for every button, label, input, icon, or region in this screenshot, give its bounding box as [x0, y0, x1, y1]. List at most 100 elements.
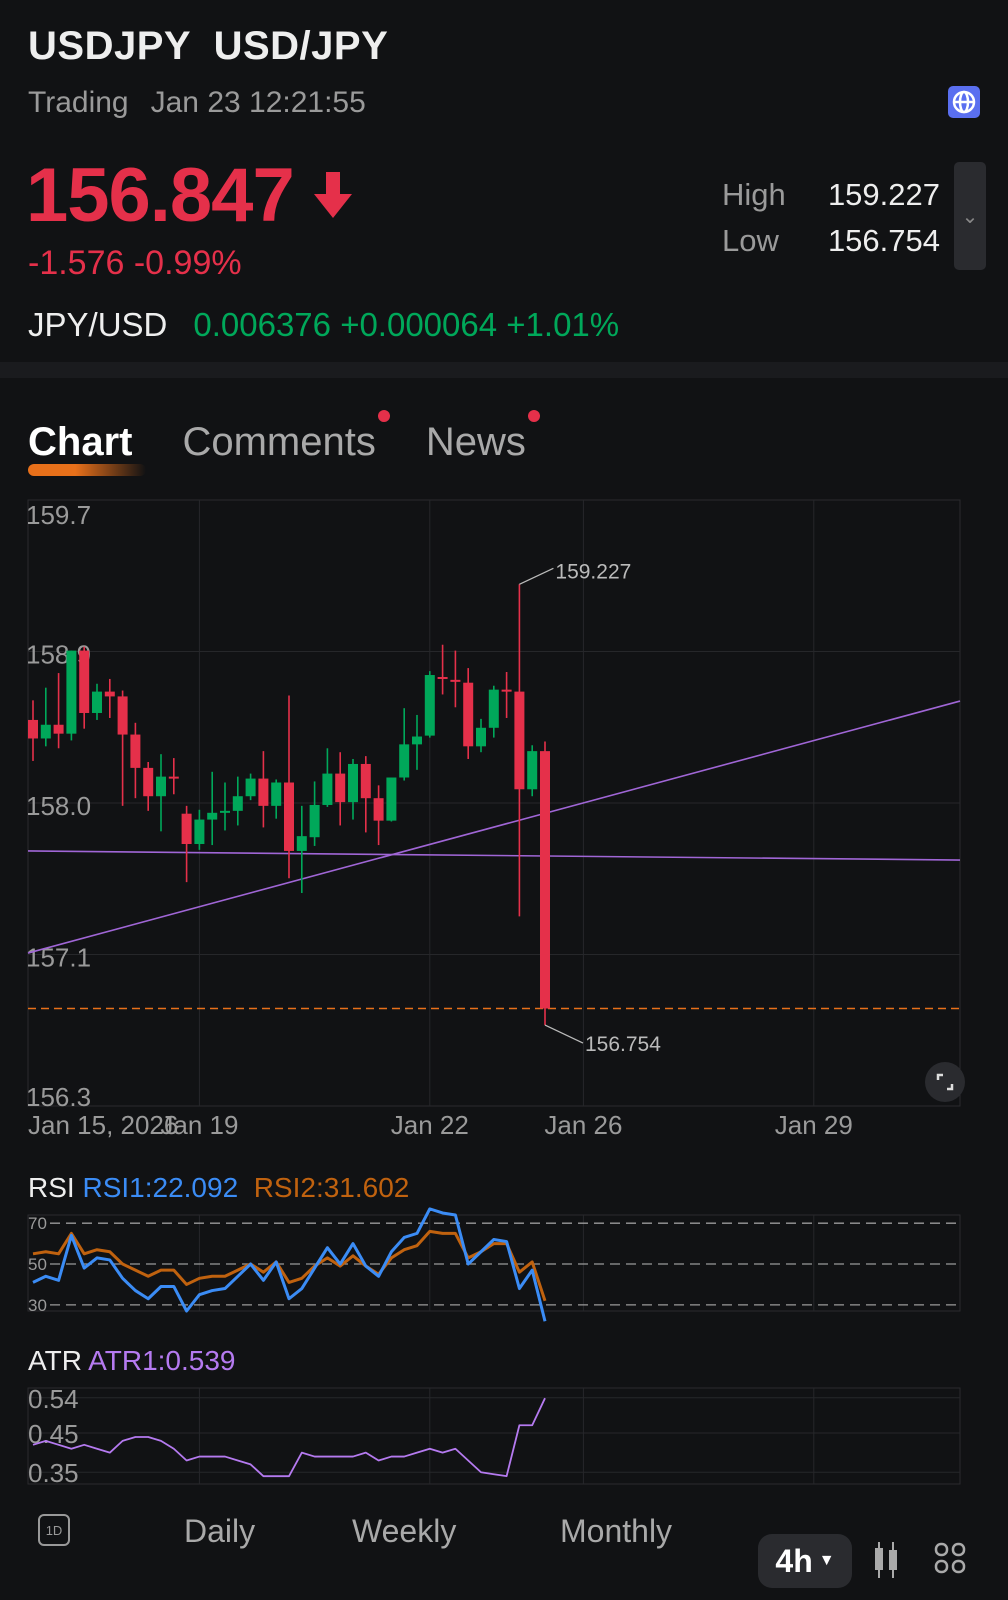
candle-down: [117, 696, 128, 735]
arrow-down-icon: [314, 172, 352, 223]
candle-up: [527, 751, 538, 790]
candle-down: [104, 691, 115, 697]
atr1-value: ATR1:0.539: [88, 1345, 236, 1376]
y-tick-label: 159.7: [26, 500, 91, 530]
chevron-down-icon: ⌄: [961, 205, 979, 228]
candle-up: [399, 744, 410, 778]
candle-down: [373, 798, 384, 821]
low-annotation-leader: [544, 1024, 584, 1044]
candle-up: [66, 650, 77, 734]
tab-news[interactable]: News: [425, 410, 540, 465]
day-icon-label: 1D: [45, 1522, 63, 1538]
status-text: Trading: [28, 86, 129, 119]
change-value: -1.576: [28, 244, 125, 282]
candle-down: [437, 676, 448, 679]
candle-down: [450, 679, 461, 682]
x-tick-label: Jan 15, 2026: [28, 1110, 178, 1140]
candle-down: [360, 763, 371, 799]
candle-down: [501, 689, 512, 692]
inverse-quote: JPY/USD 0.006376 +0.000064 +1.01%: [28, 306, 619, 344]
daily-button[interactable]: Daily: [184, 1513, 256, 1549]
candle-up: [207, 812, 218, 820]
timeframe-label: 4h: [775, 1542, 813, 1579]
atr-tick-label: 0.35: [28, 1458, 79, 1488]
candle-up: [156, 776, 166, 797]
inverse-change-pct: +1.01%: [506, 306, 620, 343]
candlestick-type-icon[interactable]: [872, 1542, 900, 1583]
price-change: -1.576 -0.99%: [28, 244, 242, 283]
candle-up: [220, 810, 230, 813]
rsi2-value: RSI2:31.602: [253, 1172, 410, 1203]
high-label: High: [722, 177, 786, 212]
candle-up: [296, 836, 307, 851]
atr-title: ATR: [28, 1345, 82, 1376]
candle-down: [79, 650, 90, 713]
tab-label: News: [425, 420, 526, 464]
high-annotation-leader: [519, 567, 554, 585]
grid-menu-icon[interactable]: [934, 1542, 966, 1579]
rsi-title: RSI: [28, 1172, 75, 1203]
high-value: 159.227: [827, 177, 940, 212]
market-status: Trading Jan 23 12:21:55: [28, 86, 388, 120]
candle-up: [424, 675, 435, 736]
pair-name: USD/JPY: [213, 24, 389, 68]
change-percent: -0.99%: [133, 244, 242, 282]
notification-dot: [377, 410, 390, 422]
rsi-tick-label: 30: [28, 1296, 47, 1315]
candle-up: [92, 691, 102, 713]
candle-down: [181, 813, 192, 844]
low-label: Low: [722, 223, 779, 258]
candle-up: [232, 796, 243, 811]
candle-down: [540, 751, 550, 1009]
trend-line: [27, 850, 961, 861]
y-tick-label: 158.0: [26, 791, 91, 821]
candle-up: [40, 724, 51, 739]
timestamp: Jan 23 12:21:55: [150, 86, 366, 119]
y-tick-label: 156.3: [26, 1082, 91, 1112]
candle-down: [463, 682, 474, 747]
notification-dot: [527, 410, 540, 422]
high-annotation: 159.227: [555, 560, 631, 583]
fullscreen-button[interactable]: [925, 1062, 965, 1102]
candle-up: [412, 736, 422, 745]
inverse-change: +0.000064: [340, 306, 498, 343]
x-tick-label: Jan 29: [775, 1110, 853, 1140]
high-low-panel: High 159.227 Low 156.754: [722, 172, 940, 264]
rsi-frame: [27, 1214, 961, 1312]
candle-up: [322, 773, 333, 805]
candle-up: [245, 778, 256, 797]
last-price: 156.847: [26, 153, 295, 238]
active-tab-indicator: [28, 464, 146, 476]
symbol: USDJPY: [28, 24, 191, 68]
candle-up: [488, 689, 499, 728]
x-tick-label: Jan 26: [544, 1110, 622, 1140]
x-tick-label: Jan 19: [160, 1110, 238, 1140]
trend-line: [27, 700, 961, 954]
candle-down: [53, 724, 64, 734]
timeframe-selector[interactable]: 4h ▼: [758, 1534, 852, 1588]
tab-comments[interactable]: Comments: [182, 410, 390, 465]
candle-down: [335, 773, 346, 803]
y-tick-label: 157.1: [26, 943, 91, 973]
calendar-1d-icon[interactable]: 1D: [38, 1514, 70, 1546]
inverse-price: 0.006376: [193, 306, 332, 343]
rsi-tick-label: 70: [28, 1214, 47, 1233]
expand-stats-button[interactable]: ⌄: [954, 162, 986, 270]
monthly-button[interactable]: Monthly: [560, 1513, 673, 1549]
tab-chart[interactable]: Chart: [28, 420, 132, 465]
rsi-series-1: [32, 1207, 547, 1322]
candle-down: [28, 719, 38, 739]
low-annotation: 156.754: [585, 1033, 661, 1056]
atr-tick-label: 0.54: [28, 1384, 79, 1414]
x-tick-label: Jan 22: [391, 1110, 469, 1140]
globe-icon[interactable]: [948, 86, 980, 118]
candle-down: [130, 734, 141, 768]
atr-legend: ATR ATR1:0.539: [28, 1345, 236, 1377]
candle-down: [143, 767, 154, 797]
tab-label: Comments: [182, 420, 376, 464]
page-title: USDJPY USD/JPY: [28, 24, 388, 69]
rsi-series-2: [32, 1229, 547, 1302]
caret-down-icon: ▼: [818, 1552, 835, 1569]
weekly-button[interactable]: Weekly: [352, 1513, 457, 1549]
